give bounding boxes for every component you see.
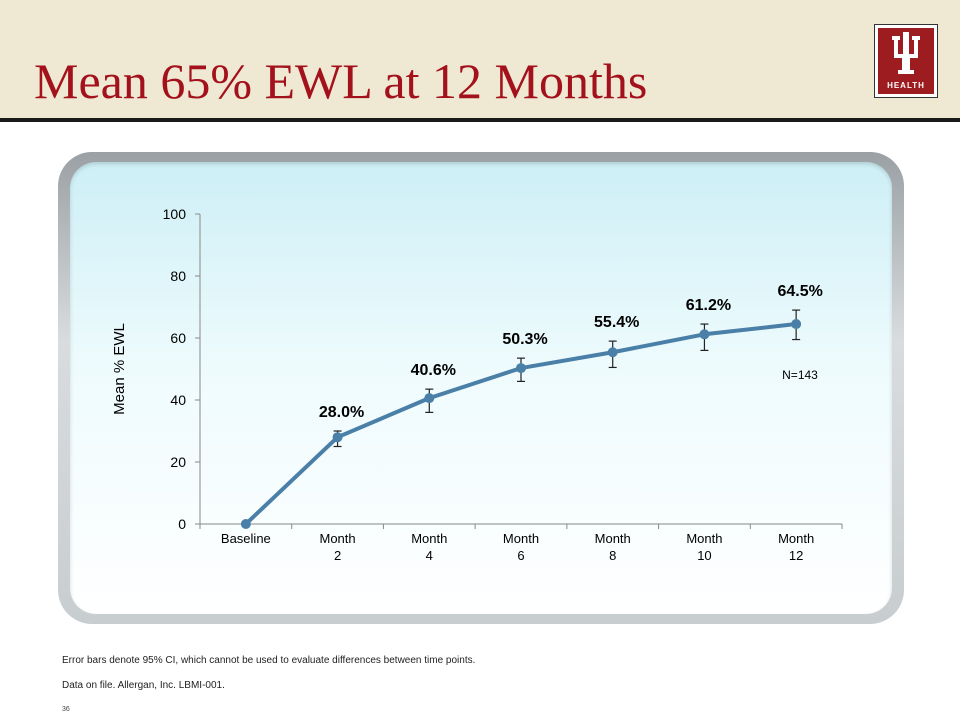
series-line — [244, 322, 797, 526]
data-point — [516, 363, 526, 374]
trident-icon — [892, 32, 920, 74]
data-label: 50.3% — [502, 331, 547, 348]
data-point — [332, 432, 343, 443]
footnote-source: Data on file. Allergan, Inc. LBMI-001. — [62, 680, 225, 691]
y-tick-label: 100 — [163, 206, 187, 222]
y-axis-title: Mean % EWL — [111, 323, 128, 415]
y-tick-label: 60 — [170, 330, 186, 346]
x-tick-label: Month 12 — [778, 531, 814, 563]
logo-text: HEALTH — [887, 81, 925, 90]
y-tick-label: 80 — [170, 268, 186, 284]
data-label: 40.6% — [411, 362, 456, 379]
x-tick-label: Month 2 — [320, 531, 356, 563]
x-tick-label: Month 4 — [411, 531, 447, 563]
data-point — [240, 519, 251, 529]
data-label: 61.2% — [686, 297, 731, 314]
footnote-error-bars: Error bars denote 95% CI, which cannot b… — [62, 655, 476, 666]
sample-size-annotation: N=143 — [782, 368, 818, 382]
page-number: 36 — [62, 706, 70, 713]
data-label: 64.5% — [777, 283, 822, 300]
header-band — [0, 0, 960, 118]
x-tick-label: Month 6 — [503, 531, 539, 563]
x-tick-label: Month 10 — [686, 531, 722, 563]
y-tick-label: 40 — [170, 392, 186, 408]
data-point — [699, 329, 710, 340]
chart-panel — [70, 162, 892, 614]
y-tick-label: 0 — [178, 516, 186, 532]
slide-title: Mean 65% EWL at 12 Months — [34, 53, 648, 109]
data-point — [424, 393, 435, 404]
y-tick-label: 20 — [170, 454, 186, 470]
data-point — [607, 347, 618, 358]
logo-mark: HEALTH — [878, 28, 934, 94]
data-label: 28.0% — [319, 404, 364, 421]
x-tick-label: Month 8 — [595, 531, 631, 563]
iu-health-logo: HEALTH — [874, 24, 938, 98]
header-rule — [0, 118, 960, 122]
data-label: 55.4% — [594, 314, 639, 331]
x-tick-label: Baseline — [221, 531, 271, 546]
data-point — [791, 319, 802, 330]
